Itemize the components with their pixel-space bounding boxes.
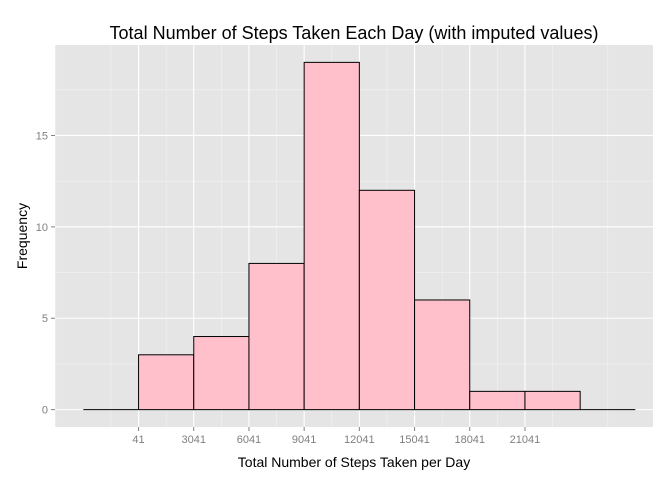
histogram-bars (83, 61, 636, 411)
histogram-bar (414, 299, 471, 411)
x-tick-label: 9041 (292, 434, 316, 446)
histogram-bar (303, 61, 360, 411)
y-axis-title: Frequency (14, 203, 30, 269)
y-tick-label: 15 (36, 130, 48, 142)
x-tick-label: 6041 (237, 434, 261, 446)
histogram-bar (138, 354, 195, 411)
histogram-bar (248, 262, 305, 411)
histogram-bar (524, 390, 581, 411)
histogram-bar (469, 390, 526, 411)
y-tick-label: 10 (36, 222, 48, 234)
x-tick-label: 41 (132, 434, 144, 446)
y-tick-label: 0 (42, 405, 48, 417)
x-tick-label: 12041 (344, 434, 375, 446)
x-tick-label: 3041 (182, 434, 206, 446)
histogram-bar (193, 336, 250, 411)
x-tick-label: 21041 (510, 434, 541, 446)
x-tick-label: 15041 (399, 434, 430, 446)
y-tick-label: 5 (42, 313, 48, 325)
x-axis: 41 3041 6041 9041 12041 15041 18041 21041 (132, 427, 540, 446)
x-tick-label: 18041 (454, 434, 485, 446)
chart-title: Total Number of Steps Taken Each Day (wi… (110, 23, 599, 43)
y-axis: 0 5 10 15 (36, 130, 55, 417)
histogram-bar (358, 189, 416, 411)
x-axis-title: Total Number of Steps Taken per Day (238, 454, 470, 470)
